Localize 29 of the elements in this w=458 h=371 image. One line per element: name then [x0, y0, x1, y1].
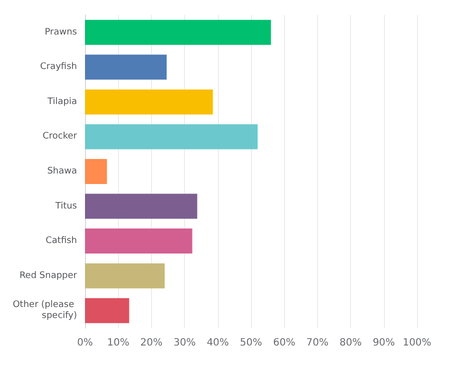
- bar: [85, 228, 192, 254]
- y-tick-label: Titus: [54, 201, 78, 212]
- y-tick-label: Catfish: [46, 236, 77, 246]
- y-tick-label: Tilapia: [46, 96, 77, 107]
- x-tick-label: 90%: [372, 338, 395, 348]
- x-tick-label: 50%: [240, 338, 262, 348]
- y-tick-label: Shawa: [47, 166, 77, 176]
- bar: [85, 159, 107, 184]
- y-tick-label: Red Snapper: [19, 270, 78, 281]
- y-tick-label: Prawns: [44, 27, 78, 38]
- bar: [85, 89, 213, 114]
- x-tick-label: 100%: [402, 338, 432, 348]
- bar: [85, 124, 258, 150]
- x-tick-label: 30%: [173, 338, 196, 348]
- x-tick-label: 20%: [140, 338, 163, 348]
- x-tick-label: 10%: [107, 338, 130, 348]
- bar: [85, 298, 130, 324]
- bar: [85, 194, 198, 219]
- y-tick-label: Crocker: [42, 132, 78, 142]
- x-tick-label: 80%: [339, 338, 362, 348]
- x-tick-label: 0%: [77, 338, 93, 348]
- y-tick-label: Crayfish: [40, 62, 77, 72]
- y-tick-label: Other (please specify): [12, 300, 77, 322]
- bar: [85, 54, 167, 80]
- bar: [85, 263, 165, 288]
- x-tick-label: 60%: [273, 338, 296, 348]
- x-tick-label: 40%: [206, 338, 229, 348]
- x-tick-label: 70%: [306, 338, 329, 348]
- bar: [85, 20, 271, 45]
